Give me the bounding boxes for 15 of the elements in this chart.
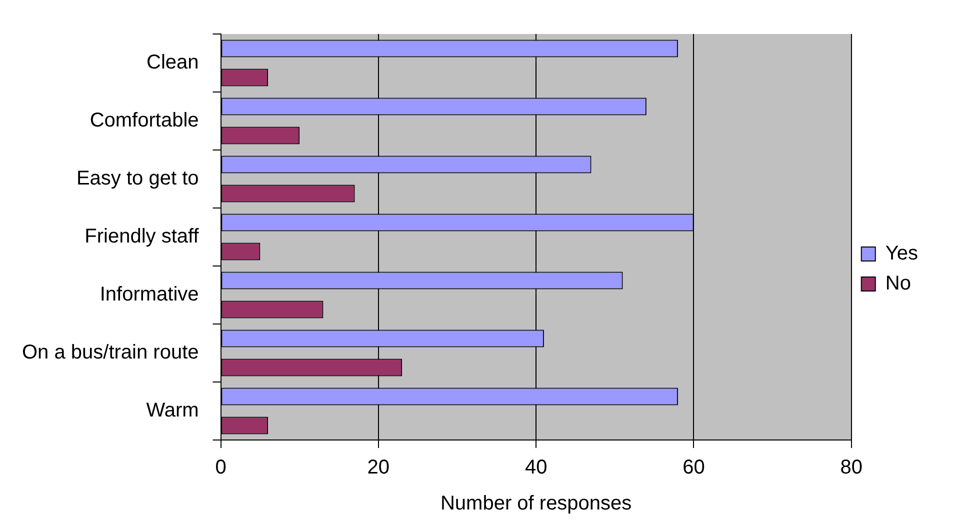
- y-tick-label: Clean: [146, 52, 199, 74]
- x-tick-label: 0: [215, 456, 226, 479]
- y-tick-label: Informative: [100, 284, 199, 306]
- y-tick-label: On a bus/train route: [22, 342, 199, 364]
- y-tick-label: Easy to get to: [76, 168, 199, 190]
- x-axis-title: Number of responses: [440, 492, 632, 515]
- x-tick-label: 40: [524, 456, 548, 479]
- x-tick-label: 60: [682, 456, 705, 479]
- legend-label: Yes: [885, 242, 918, 265]
- x-tick-label: 80: [840, 456, 862, 479]
- x-tick-label: 20: [367, 456, 390, 479]
- y-tick-label: Warm: [146, 400, 199, 422]
- y-tick-label: Comfortable: [90, 110, 199, 132]
- legend-label: No: [885, 272, 911, 295]
- y-tick-label: Friendly staff: [84, 226, 200, 248]
